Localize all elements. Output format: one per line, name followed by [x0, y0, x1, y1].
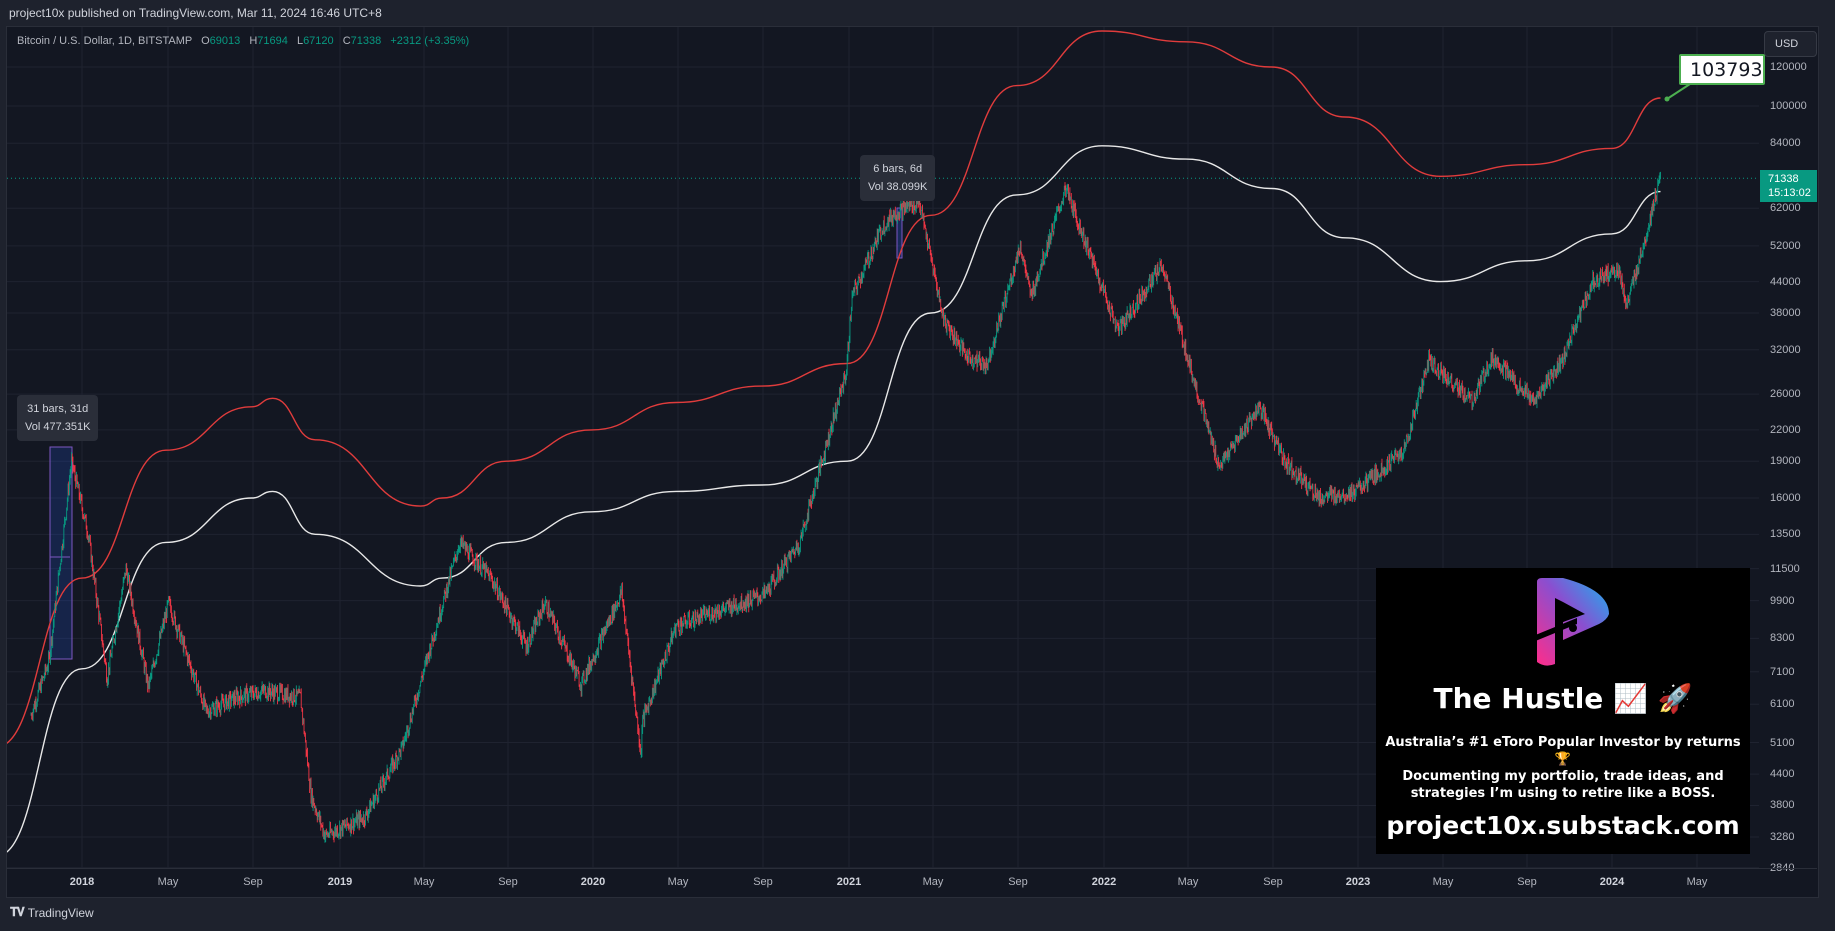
price-tick: 4400: [1770, 768, 1795, 781]
price-tick: 7100: [1770, 665, 1795, 678]
price-tick: 32000: [1770, 343, 1801, 356]
promo-description: Australia’s #1 eToro Popular Investor by…: [1385, 735, 1741, 801]
last-price-label: 71338 15:13:02: [1760, 170, 1817, 202]
price-callout[interactable]: 103793: [1679, 54, 1765, 85]
symbol-legend: Bitcoin / U.S. Dollar, 1D, BITSTAMP O690…: [17, 35, 470, 47]
time-tick: Sep: [753, 876, 773, 888]
time-tick: May: [413, 876, 435, 888]
price-tick: 3800: [1770, 799, 1795, 812]
range-measure-tooltip-1: 31 bars, 31d Vol 477.351K: [17, 395, 99, 441]
price-tick: 38000: [1770, 306, 1801, 319]
time-tick: Sep: [243, 876, 263, 888]
time-tick: 2024: [1599, 876, 1625, 888]
price-tick: 13500: [1770, 528, 1801, 541]
time-tick: 2019: [327, 876, 353, 888]
price-tick: 6100: [1770, 698, 1795, 711]
price-tick: 2840: [1770, 861, 1795, 874]
time-tick: 2020: [580, 876, 606, 888]
close-value: 71338: [350, 35, 382, 47]
time-tick: May: [922, 876, 944, 888]
brand-logo-icon: [1533, 578, 1609, 666]
tradingview-logo-icon: 𝐓𝐕: [10, 905, 25, 919]
price-tick: 16000: [1770, 491, 1801, 504]
time-tick: Sep: [1263, 876, 1283, 888]
price-tick: 3280: [1770, 830, 1795, 843]
tradingview-footer[interactable]: 𝐓𝐕 TradingView: [10, 905, 94, 920]
price-tick: 44000: [1770, 275, 1801, 288]
price-tick: 9900: [1770, 594, 1795, 607]
price-tick: 100000: [1770, 99, 1807, 112]
price-tick: 52000: [1770, 239, 1801, 252]
high-value: 71694: [257, 35, 288, 47]
time-tick: 2023: [1345, 876, 1371, 888]
low-value: 67120: [303, 35, 334, 47]
time-tick: 2018: [69, 876, 95, 888]
promo-title: The Hustle 📈 🚀: [1433, 682, 1693, 715]
currency-button[interactable]: USD: [1764, 31, 1817, 57]
price-tick: 22000: [1770, 423, 1801, 436]
price-tick: 26000: [1770, 388, 1801, 401]
time-tick: May: [667, 876, 689, 888]
published-byline: project10x published on TradingView.com,…: [9, 6, 382, 20]
price-tick: 84000: [1770, 137, 1801, 150]
last-price-value: 71338: [1768, 173, 1799, 185]
time-tick: 2021: [836, 876, 862, 888]
symbol-title: Bitcoin / U.S. Dollar, 1D, BITSTAMP: [17, 35, 193, 47]
price-chart[interactable]: [7, 27, 1759, 868]
range-measure-tooltip-2: 6 bars, 6d Vol 38.099K: [860, 155, 936, 201]
time-tick: May: [157, 876, 179, 888]
promo-url[interactable]: project10x.substack.com: [1386, 811, 1740, 840]
change-value: +2312 (+3.35%): [390, 35, 470, 47]
time-tick: Sep: [1517, 876, 1537, 888]
brand-name: TradingView: [27, 905, 94, 920]
price-axis[interactable]: 120000 100000 84000 62000 52000 44000 38000 320…: [1760, 27, 1817, 874]
time-tick: May: [1177, 876, 1199, 888]
price-tick: 5100: [1770, 736, 1795, 749]
time-tick: May: [1686, 876, 1708, 888]
price-tick: 62000: [1770, 202, 1801, 215]
open-value: 69013: [209, 35, 241, 47]
price-tick: 19000: [1770, 455, 1801, 468]
bar-countdown: 15:13:02: [1768, 187, 1811, 199]
time-tick: Sep: [1008, 876, 1028, 888]
price-tick: 120000: [1770, 60, 1807, 73]
promo-banner: The Hustle 📈 🚀 Australia’s #1 eToro Popu…: [1376, 568, 1750, 854]
price-tick: 8300: [1770, 632, 1795, 645]
time-axis[interactable]: 2018 May Sep 2019 May Sep 2020 May Sep 2021 May Sep…: [7, 868, 1817, 896]
price-tick: 11500: [1770, 562, 1800, 575]
time-tick: 2022: [1091, 876, 1117, 888]
time-tick: May: [1432, 876, 1454, 888]
time-tick: Sep: [498, 876, 518, 888]
